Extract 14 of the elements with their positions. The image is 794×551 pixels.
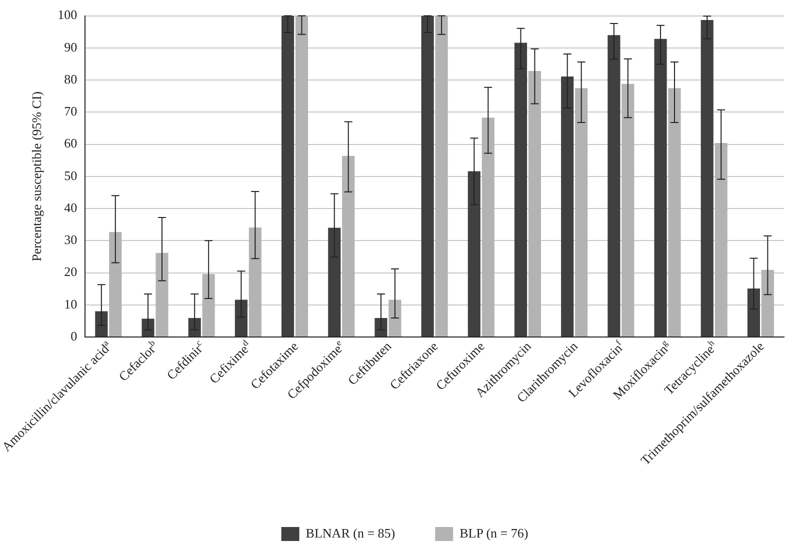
y-tick-label: 100 [58, 7, 78, 22]
legend-label: BLNAR (n = 85) [306, 525, 396, 540]
y-axis-title: Percentage susceptible (95% CI) [29, 91, 44, 262]
y-tick-label: 40 [64, 200, 78, 215]
y-tick-label: 80 [64, 71, 78, 86]
legend-label: BLP (n = 76) [460, 525, 528, 540]
y-tick-label: 10 [64, 296, 78, 312]
y-tick-label: 90 [64, 39, 78, 54]
y-tick-label: 30 [64, 232, 78, 248]
y-tick-label: 20 [64, 264, 78, 280]
y-tick-label: 0 [70, 328, 78, 344]
y-tick-label: 70 [64, 104, 78, 119]
y-tick-label: 60 [64, 136, 78, 151]
y-tick-label: 50 [64, 168, 78, 183]
